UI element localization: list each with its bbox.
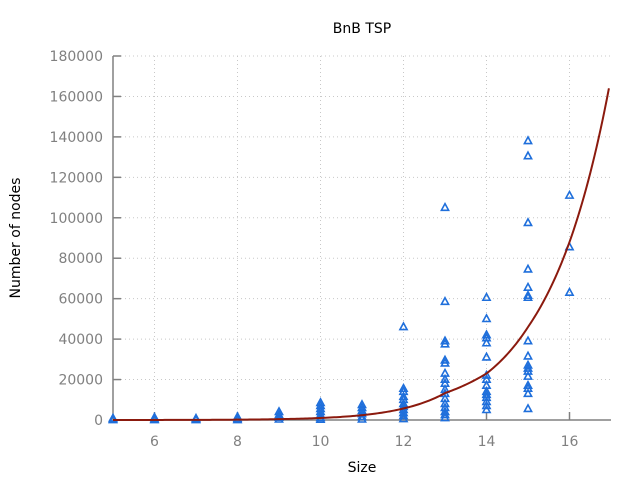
x-tick-label: 16 (561, 434, 579, 450)
data-point (232, 413, 243, 423)
data-point (440, 373, 450, 383)
data-point (481, 379, 492, 390)
y-tick-label: 100000 (50, 211, 103, 227)
x-tick-label: 6 (150, 434, 159, 450)
y-tick-label: 60000 (58, 292, 103, 308)
y-ticks: 0 20000 40000 60000 80000 100000 120000 140000 1… (50, 49, 121, 429)
data-point (398, 382, 409, 393)
y-tick-label: 0 (94, 413, 103, 429)
x-tick-label: 8 (233, 434, 242, 450)
y-tick-label: 40000 (58, 332, 103, 348)
data-point (523, 291, 533, 302)
data-point (523, 335, 533, 345)
data-point (523, 350, 533, 360)
data-point (523, 135, 533, 145)
data-point (564, 286, 575, 296)
y-tick-label: 20000 (58, 373, 103, 389)
data-point (440, 201, 450, 212)
grid (113, 55, 611, 420)
data-point (481, 291, 492, 302)
data-point (523, 150, 533, 160)
data-point (440, 398, 450, 408)
y-tick-label: 160000 (50, 89, 103, 105)
data-point (481, 337, 492, 347)
x-tick-label: 10 (312, 434, 330, 450)
data-point (523, 281, 533, 291)
data-point (523, 359, 533, 369)
data-point (108, 412, 118, 422)
data-point (398, 321, 409, 331)
y-tick-label: 120000 (50, 170, 103, 186)
y-tick-label: 80000 (58, 251, 103, 267)
data-point (523, 289, 533, 300)
data-point (357, 399, 367, 409)
data-point (191, 412, 201, 422)
x-axis-label: Size (348, 460, 377, 476)
data-point (481, 329, 492, 339)
data-point (481, 386, 492, 396)
data-point (523, 370, 533, 380)
data-point (440, 335, 450, 345)
data-point (481, 351, 492, 361)
x-tick-label: 12 (395, 434, 413, 450)
x-tick-label: 14 (478, 434, 496, 450)
data-point (440, 367, 450, 377)
data-point (523, 388, 533, 398)
data-point (440, 354, 450, 364)
data-point (315, 397, 326, 407)
data-point (440, 296, 450, 306)
data-point (357, 413, 367, 423)
y-tick-label: 140000 (50, 130, 103, 146)
data-point (274, 406, 284, 416)
data-point (481, 313, 492, 323)
y-tick-label: 180000 (50, 49, 103, 65)
chart-title: BnB TSP (333, 21, 391, 37)
data-point (523, 263, 533, 273)
data-point (523, 403, 533, 413)
data-point (523, 379, 533, 390)
data-point (523, 217, 533, 227)
data-point (564, 189, 575, 199)
axes (112, 56, 611, 421)
y-axis-label: Number of nodes (8, 178, 24, 299)
data-point (398, 391, 409, 401)
data-point (440, 393, 450, 403)
data-points (108, 135, 575, 424)
fit-curve (113, 88, 610, 421)
